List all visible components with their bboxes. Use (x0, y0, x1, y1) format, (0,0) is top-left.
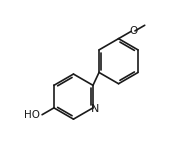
Text: N: N (91, 104, 100, 114)
Text: HO: HO (23, 110, 40, 120)
Text: O: O (129, 26, 137, 36)
